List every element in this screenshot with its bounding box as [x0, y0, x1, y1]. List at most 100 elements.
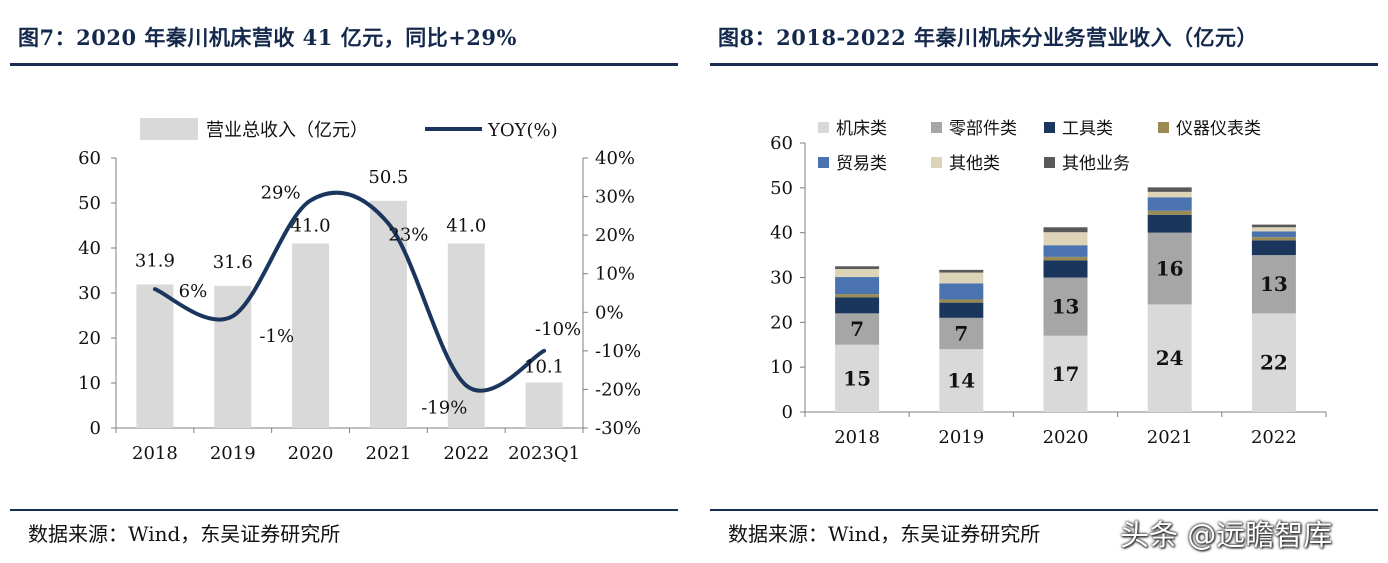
y-tick-label: 20 — [78, 328, 101, 349]
y-tick-label: 50 — [770, 178, 793, 199]
figure7-panel: 图7：2020 年秦川机床营收 41 亿元，同比+29% 0 10 20 30 40 50… — [10, 0, 678, 563]
stacked-bar-segment-3 — [835, 294, 880, 298]
y-tick-label: 30 — [78, 283, 101, 304]
stacked-bar-segment-5 — [1251, 227, 1296, 232]
stacked-bar-segment-6 — [1043, 227, 1088, 233]
stacked-bar-segment-4 — [1251, 231, 1296, 238]
stacked-bar-segment-4 — [835, 277, 880, 295]
yoy-data-label: -10% — [535, 319, 581, 340]
x-tick-label: 2019 — [938, 427, 984, 448]
legend-label-2: 工具类 — [1062, 119, 1113, 139]
revenue-bar — [447, 243, 485, 428]
stacked-bar-segment-4 — [1043, 245, 1088, 257]
segment-data-label: 16 — [1156, 257, 1184, 281]
stacked-bar-segment-6 — [939, 269, 984, 273]
stacked-bar-segment-4 — [1147, 197, 1192, 211]
segment-data-label: 14 — [947, 369, 975, 393]
stacked-bar-segment-6 — [1147, 187, 1192, 192]
legend-swatch-5 — [931, 157, 942, 168]
stacked-bar-segment-0 — [1251, 313, 1296, 412]
y-tick-label: 60 — [770, 133, 793, 154]
figure7-legend: 营业总收入（亿元） YOY(%) — [140, 118, 558, 141]
x-tick-label: 2022 — [1251, 427, 1297, 448]
figure7-source: 数据来源：Wind，东吴证券研究所 — [28, 522, 341, 546]
stacked-bar-segment-5 — [1043, 232, 1088, 246]
stacked-bar-segment-3 — [1147, 210, 1192, 215]
revenue-data-label: 31.6 — [213, 252, 253, 273]
legend-label-revenue: 营业总收入（亿元） — [206, 120, 368, 141]
segment-data-label: 15 — [843, 366, 871, 390]
stacked-bar-segment-3 — [1043, 256, 1088, 261]
revenue-data-label: 41.0 — [446, 216, 486, 237]
legend-swatch-6 — [1044, 157, 1055, 168]
figure8-title: 图8：2018-2022 年秦川机床分业务营业收入（亿元） — [718, 25, 1259, 50]
figure7-chart: 0 10 20 30 40 50 60 -30% -20% -10% 0% 10% 20% 30% 40% 2… — [78, 118, 641, 464]
stacked-bar-segment-2 — [1251, 240, 1296, 256]
y2-tick-label: 0% — [595, 302, 624, 323]
stacked-bar-segment-2 — [1147, 214, 1192, 233]
y2-tick-label: 20% — [595, 225, 635, 246]
stacked-bar-segment-1 — [1251, 255, 1296, 314]
stacked-bar-segment-0 — [1043, 335, 1088, 412]
stacked-bar-segment-2 — [939, 302, 984, 318]
figure8-panel: 图8：2018-2022 年秦川机床分业务营业收入（亿元） 0 10 20 30 40 5… — [710, 0, 1378, 563]
segment-data-label: 17 — [1052, 362, 1080, 386]
revenue-bar — [369, 200, 407, 428]
revenue-bar — [292, 243, 330, 428]
stacked-bar-segment-4 — [939, 283, 984, 300]
stacked-bar-segment-5 — [939, 272, 984, 284]
y2-tick-label: -30% — [595, 418, 641, 439]
y-tick-label: 30 — [770, 268, 793, 289]
yoy-data-label: 29% — [261, 182, 301, 203]
segment-data-label: 13 — [1052, 295, 1080, 319]
stacked-bar-segment-0 — [1147, 304, 1192, 412]
legend-swatch-4 — [818, 157, 829, 168]
stacked-bar-segment-5 — [835, 268, 880, 278]
figure7-title: 图7：2020 年秦川机床营收 41 亿元，同比+29% — [18, 25, 517, 50]
y2-tick-label: 30% — [595, 187, 635, 208]
watermark: 头条 @远瞻智库 — [1120, 518, 1333, 552]
x-tick-label: 2021 — [366, 443, 412, 464]
y-tick-label: 10 — [770, 357, 793, 378]
figure7-bottom-rule — [10, 509, 678, 511]
x-tick-label: 2019 — [210, 443, 256, 464]
segment-data-label: 7 — [850, 317, 864, 341]
legend-label-yoy: YOY(%) — [487, 120, 558, 141]
figure8-chart: 0 10 20 30 40 50 60 2018 15 7 2019 14 7 2020 17 13 2021 2… — [770, 119, 1327, 448]
revenue-data-label: 10.1 — [524, 357, 564, 378]
legend-label-0: 机床类 — [836, 119, 887, 139]
yoy-line — [152, 190, 547, 393]
legend-label-3: 仪器仪表类 — [1176, 119, 1261, 139]
x-tick-label: 2021 — [1147, 427, 1193, 448]
yoy-data-label: 23% — [388, 225, 428, 246]
y-tick-label: 40 — [78, 238, 101, 259]
revenue-bar — [136, 284, 174, 428]
x-tick-label: 2020 — [288, 443, 334, 464]
legend-swatch-revenue — [140, 118, 198, 140]
stacked-bar-segment-2 — [835, 297, 880, 314]
legend-swatch-0 — [818, 122, 829, 133]
x-tick-label: 2018 — [132, 443, 178, 464]
y-tick-label: 20 — [770, 312, 793, 333]
legend-swatch-2 — [1044, 122, 1055, 133]
stacked-bar-segment-6 — [1251, 224, 1296, 228]
segment-data-label: 24 — [1156, 346, 1184, 370]
yoy-data-label: -1% — [259, 326, 294, 347]
stacked-bar-segment-1 — [939, 317, 984, 350]
legend-label-1: 零部件类 — [949, 119, 1017, 139]
revenue-data-label: 50.5 — [368, 167, 408, 188]
legend-label-4: 贸易类 — [836, 154, 887, 174]
stacked-bar-segment-1 — [835, 313, 880, 345]
y-tick-label: 40 — [770, 223, 793, 244]
stacked-bar-segment-0 — [939, 349, 984, 412]
x-tick-label: 2023Q1 — [508, 443, 580, 464]
revenue-data-label: 31.9 — [135, 250, 175, 271]
y2-tick-label: -10% — [595, 341, 641, 362]
segment-data-label: 22 — [1260, 351, 1288, 375]
revenue-bar — [214, 285, 252, 428]
x-tick-label: 2020 — [1043, 427, 1089, 448]
figure7-top-rule — [10, 63, 678, 66]
x-tick-label: 2022 — [443, 443, 489, 464]
legend-swatch-3 — [1158, 122, 1169, 133]
